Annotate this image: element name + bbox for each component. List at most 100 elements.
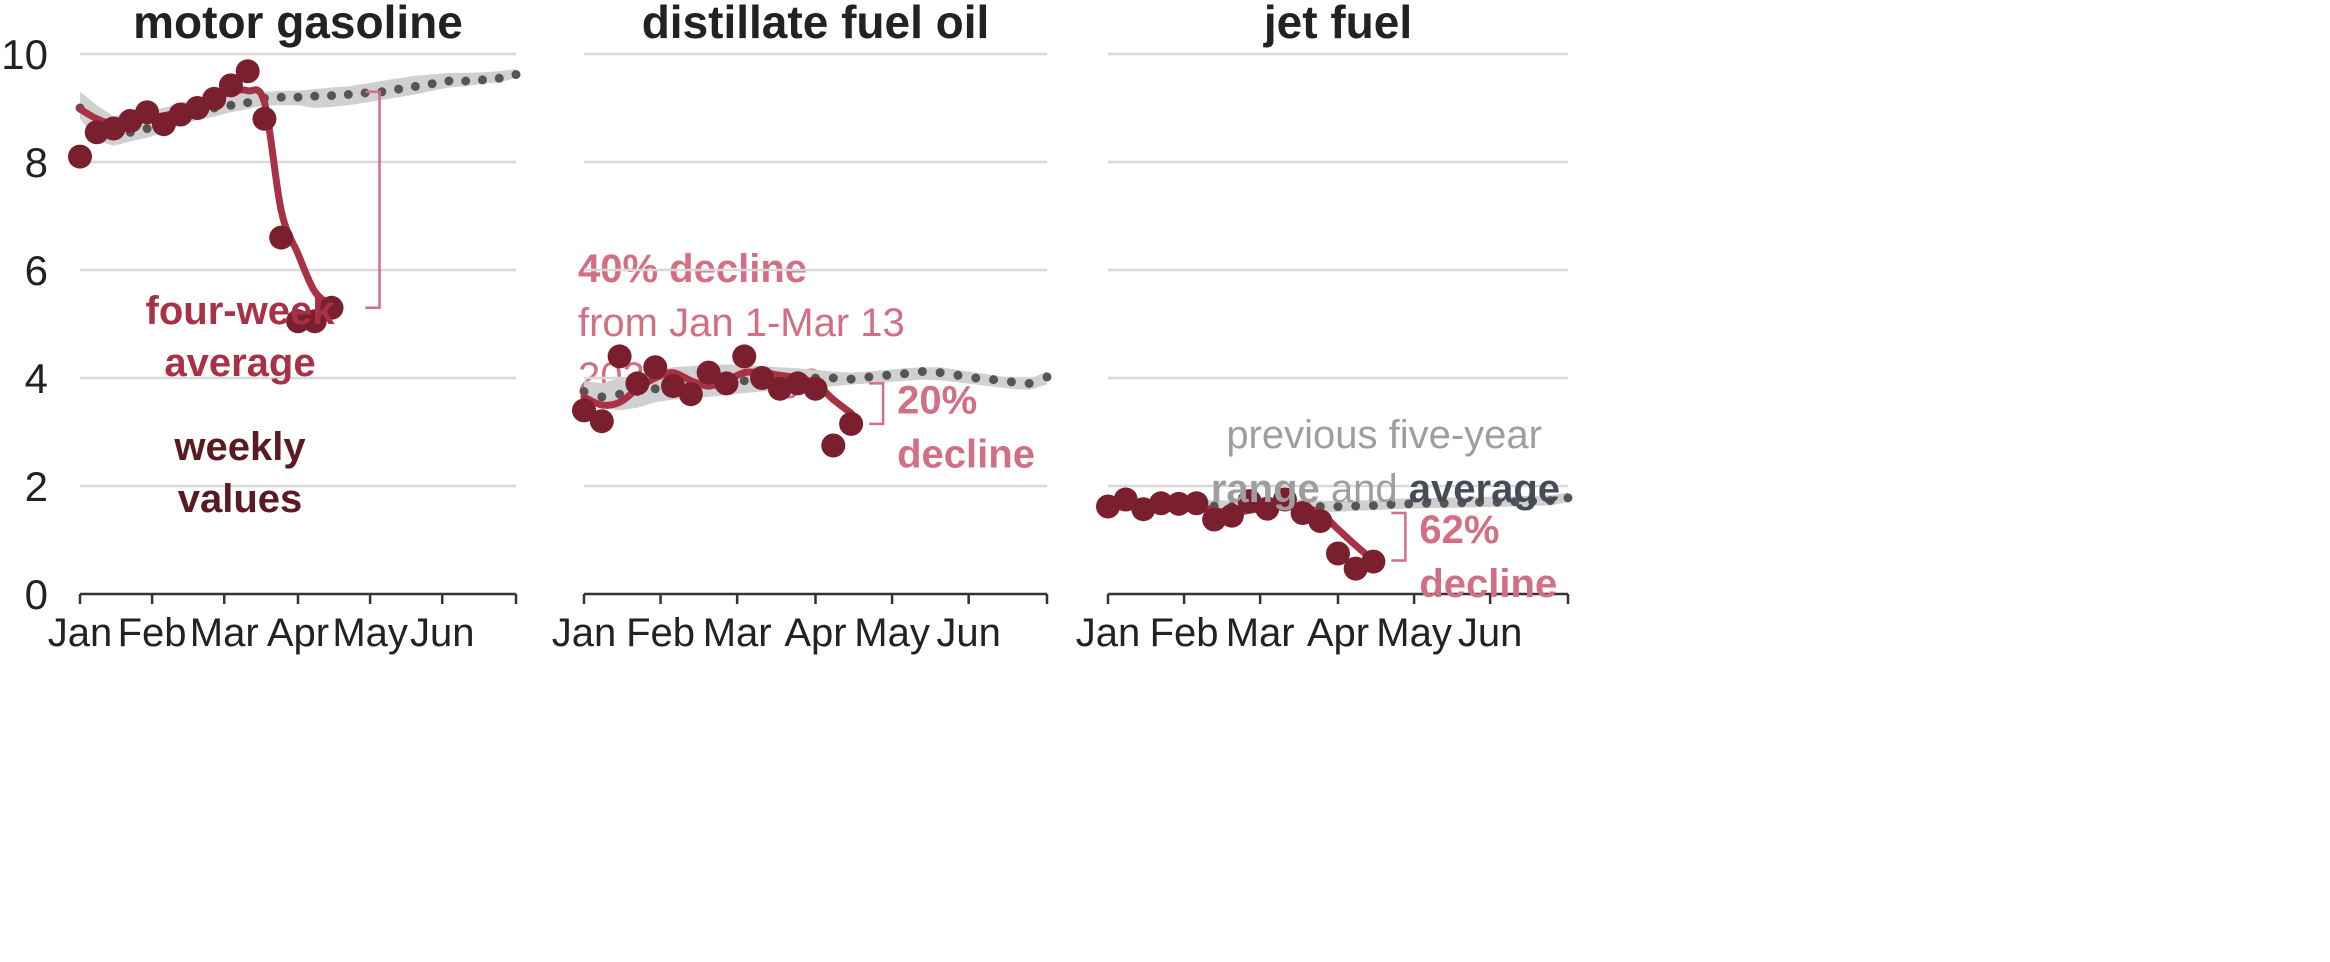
x-tick-label: Apr (784, 611, 846, 655)
five-year-average-dot (1563, 493, 1573, 503)
five-year-average-dot (828, 373, 838, 383)
weekly-value-point (643, 355, 668, 380)
weekly-value-point (286, 309, 310, 334)
decline-annotation-line2: from Jan 1-Mar 13 (578, 301, 905, 345)
decline-annotation-line1: 20% (897, 378, 977, 422)
five-year-average-dot (579, 387, 589, 396)
weekly-value-point (625, 371, 650, 396)
weekly-value-point (1166, 491, 1191, 516)
weekly-value-point (714, 371, 739, 396)
five-year-average-dot (864, 372, 874, 382)
x-tick-label: Mar (1226, 611, 1295, 655)
five-year-average-dot (477, 75, 487, 85)
legend-four-week-average-line2: average (164, 341, 315, 385)
weekly-value-point (135, 100, 160, 125)
x-tick-label: Jan (552, 611, 617, 655)
weekly-value-point (732, 344, 757, 369)
weekly-value-point (269, 225, 294, 250)
five-year-average-dot (935, 368, 945, 378)
x-tick-label: Feb (118, 611, 187, 655)
weekly-value-point (235, 59, 260, 84)
legend-weekly-values-line1: weekly (173, 425, 306, 469)
five-year-average-dot (1386, 499, 1396, 509)
x-tick-label: Jan (1076, 611, 1141, 655)
x-tick-label: May (332, 611, 408, 655)
five-year-average-dot (226, 100, 236, 110)
five-year-average-dot (1024, 378, 1034, 388)
x-tick-label: Jun (1458, 611, 1523, 655)
decline-annotation-line1: 62% (1419, 508, 1499, 552)
five-year-average-dot (293, 92, 303, 102)
five-year-average-dot (1475, 497, 1485, 507)
five-year-average-dot (1421, 498, 1431, 508)
five-year-average-dot (1042, 372, 1052, 382)
decline-bracket (1391, 511, 1407, 562)
five-year-average-dot (900, 369, 910, 379)
weekly-value-point (839, 411, 864, 436)
five-year-average-dot (444, 76, 454, 86)
y-tick-label: 2 (25, 463, 48, 510)
weekly-value-point (678, 382, 703, 407)
weekly-value-point (589, 409, 614, 434)
five-year-average-dot (1528, 496, 1538, 506)
panel-title: distillate fuel oil (642, 0, 990, 48)
five-year-average-dot (1492, 497, 1502, 507)
five-year-average-dot (953, 370, 963, 380)
weekly-value-point (696, 360, 721, 385)
five-year-average-dot (427, 79, 437, 89)
weekly-value-point (319, 295, 344, 320)
decline-annotation-line2: decline (897, 432, 1035, 476)
weekly-value-point (821, 433, 846, 458)
x-tick-label: Jan (48, 611, 113, 655)
x-tick-label: Feb (626, 611, 695, 655)
five-year-average-dot (327, 91, 337, 101)
five-year-average-dot (650, 384, 660, 394)
weekly-value-point (803, 376, 828, 401)
legend-four-week-average-line1: four-week (146, 289, 336, 333)
five-year-average-dot (917, 367, 927, 377)
y-tick-label: 8 (25, 139, 48, 186)
five-year-average-dot (739, 376, 749, 386)
x-tick-label: Mar (703, 611, 772, 655)
x-tick-label: May (854, 611, 930, 655)
five-year-average-dot (989, 375, 999, 385)
five-year-average-dot (615, 389, 625, 399)
decline-bracket (365, 90, 381, 310)
five-year-average-dot (1351, 501, 1361, 511)
weekly-value-point (1184, 491, 1209, 516)
weekly-value-point (252, 106, 277, 131)
five-year-average-dot (1368, 500, 1378, 510)
weekly-value-point (202, 86, 227, 111)
weekly-value-point (1326, 541, 1350, 566)
legend-weekly-values-line2: values (178, 477, 303, 521)
weekly-value-point (750, 366, 775, 390)
y-tick-label: 10 (1, 31, 48, 78)
five-year-average-dot (1404, 499, 1414, 509)
legend-five-year-line1: previous five-year (1226, 413, 1542, 457)
five-year-average-dot (142, 124, 152, 134)
panel-title: motor gasoline (133, 0, 463, 48)
panel-2: jet fuel Jan Feb Mar Apr May Jun 62% decline (1076, 0, 1573, 655)
five-year-average-dot (394, 84, 404, 94)
five-year-average-dot (461, 76, 471, 86)
five-year-average-dot (1457, 498, 1467, 508)
five-year-average-dot (410, 81, 420, 91)
five-year-average-dot (1439, 498, 1449, 508)
weekly-value-point (1255, 496, 1280, 521)
x-tick-label: Feb (1150, 611, 1219, 655)
five-year-average-dot (971, 373, 981, 383)
five-year-average-dot (310, 91, 320, 101)
y-tick-label: 4 (25, 355, 48, 402)
five-year-average-dot (882, 370, 892, 380)
y-tick-label: 0 (25, 571, 48, 618)
decline-bracket (869, 382, 885, 426)
weekly-value-point (68, 144, 92, 169)
weekly-value-point (302, 309, 327, 334)
five-year-average-dot (1510, 497, 1520, 507)
five-year-average-dot (846, 374, 856, 384)
weekly-value-point (1219, 503, 1244, 528)
five-year-average-dot (343, 90, 353, 99)
weekly-value-point (1149, 491, 1174, 516)
panel-1: distillate fuel oil Jan Feb Mar Apr May Jun 20%… (552, 0, 1052, 655)
five-year-range-band (80, 69, 516, 146)
